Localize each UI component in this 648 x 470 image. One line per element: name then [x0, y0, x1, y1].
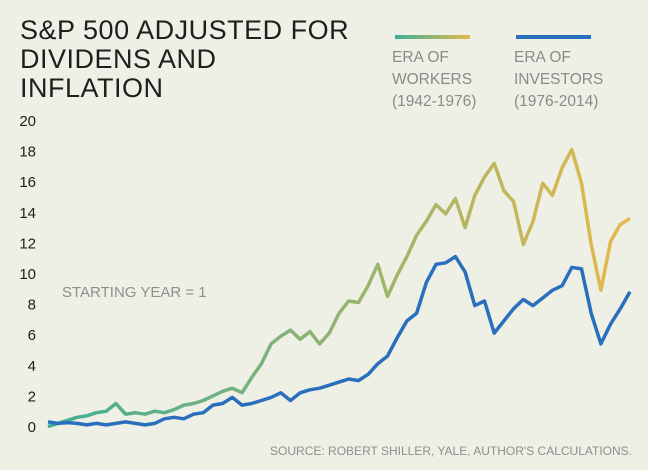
y-tick-label: 10	[19, 266, 36, 283]
y-tick-label: 16	[19, 174, 36, 191]
legend-period: (1942-1976)	[392, 93, 477, 110]
legend-period: (1976-2014)	[514, 93, 599, 110]
legend-label: ERA OF INVESTORS	[514, 49, 604, 88]
y-tick-label: 14	[19, 205, 36, 222]
y-tick-label: 20	[19, 113, 36, 130]
series-line	[47, 147, 631, 429]
legend-label: ERA OF WORKERS	[392, 49, 473, 88]
chart-title: S&P 500 ADJUSTED FOR DIVIDENS AND INFLAT…	[20, 15, 350, 103]
legend-item: ERA OF INVESTORS (1976-2014)	[514, 47, 624, 113]
source: SOURCE: ROBERT SHILLER, YALE, AUTHOR'S C…	[270, 444, 632, 458]
y-tick-label: 6	[28, 327, 36, 344]
legend-item: ERA OF WORKERS (1942-1976)	[392, 47, 502, 113]
y-tick-label: 2	[28, 388, 36, 405]
series-line	[47, 254, 632, 427]
y-tick-label: 12	[19, 235, 36, 252]
y-tick-label: 18	[19, 144, 36, 161]
annotation: STARTING YEAR = 1	[62, 284, 207, 301]
y-tick-label: 4	[28, 358, 36, 375]
y-tick-label: 8	[28, 297, 36, 314]
y-tick-label: 0	[28, 419, 36, 436]
